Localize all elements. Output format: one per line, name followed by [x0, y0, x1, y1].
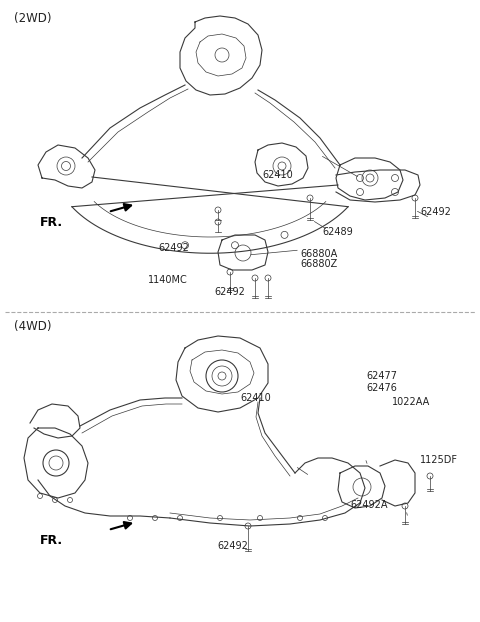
Text: 1022AA: 1022AA	[392, 397, 430, 407]
Text: FR.: FR.	[40, 534, 63, 547]
Text: 62489: 62489	[322, 227, 353, 237]
Text: 62477: 62477	[366, 371, 397, 381]
Text: 62492: 62492	[214, 287, 245, 297]
Text: 62492A: 62492A	[350, 500, 387, 510]
Text: 62492: 62492	[420, 207, 451, 217]
Text: 66880A: 66880A	[300, 249, 337, 259]
Text: (4WD): (4WD)	[14, 320, 51, 333]
Text: 62410: 62410	[240, 393, 271, 403]
Text: 62492: 62492	[217, 541, 248, 551]
Text: 62476: 62476	[366, 383, 397, 393]
Text: 62492: 62492	[158, 243, 189, 253]
Text: 66880Z: 66880Z	[300, 259, 337, 269]
Text: 1140MC: 1140MC	[148, 275, 188, 285]
Text: 1125DF: 1125DF	[420, 455, 458, 465]
Text: FR.: FR.	[40, 216, 63, 229]
Text: 62410: 62410	[262, 170, 293, 180]
Text: (2WD): (2WD)	[14, 12, 51, 25]
